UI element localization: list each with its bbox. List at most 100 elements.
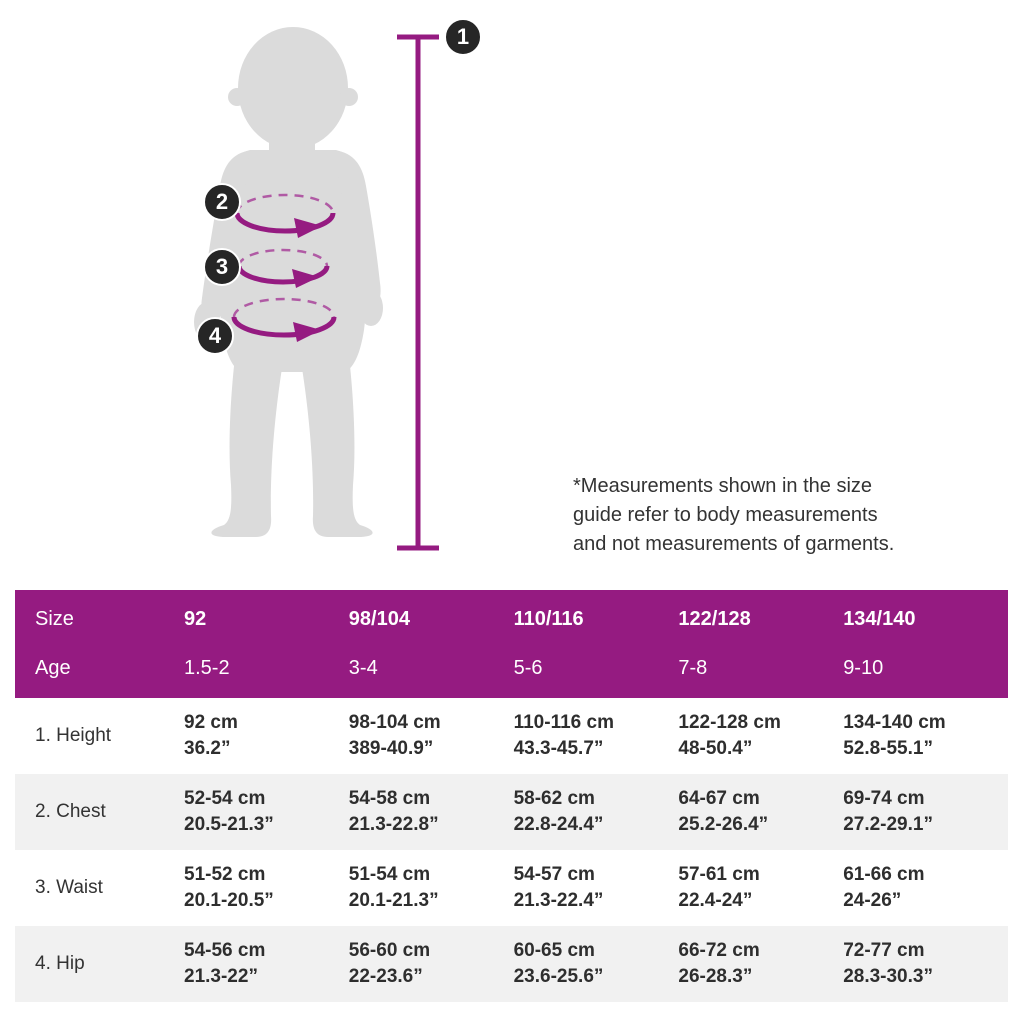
cell-cm-value: 69-74 cm	[843, 788, 925, 809]
table-cell: 110-116 cm 43.3-45.7”	[514, 710, 679, 762]
table-cell: 58-62 cm 22.8-24.4”	[514, 786, 679, 838]
cell-cm-value: 72-77 cm	[843, 940, 925, 961]
cell-in-value: 21.3-22.4”	[513, 890, 604, 911]
table-cell: 98-104 cm 389-40.9”	[349, 710, 514, 762]
table-row-waist: 3. Waist 51-52 cm 20.1-20.5” 51-54 cm 20…	[15, 850, 1008, 926]
cell-in-value: 24-26”	[843, 890, 902, 911]
cell-cm-value: 60-65 cm	[513, 940, 595, 961]
cell-cm-value: 58-62 cm	[513, 788, 595, 809]
row-label: 3. Waist	[35, 877, 103, 898]
cell-cm-value: 110-116 cm	[513, 712, 614, 733]
header-size-label: Size	[35, 608, 74, 630]
cell-cm-value: 54-57 cm	[513, 864, 595, 885]
cell-cm-value: 57-61 cm	[678, 864, 760, 885]
header-size-value: 134/140	[843, 608, 916, 630]
note-line: guide refer to body measurements	[573, 504, 878, 526]
header-age-label: Age	[35, 657, 71, 679]
cell-cm-value: 54-56 cm	[184, 940, 266, 961]
cell-in-value: 21.3-22”	[184, 966, 258, 987]
cell-cm-value: 52-54 cm	[184, 788, 266, 809]
waist-arrow-icon	[292, 269, 319, 288]
table-cell: 64-67 cm 25.2-26.4”	[678, 786, 843, 838]
table-cell: 51-54 cm 20.1-21.3”	[349, 862, 514, 914]
note-line: and not measurements of garments.	[573, 533, 895, 555]
measurement-note: *Measurements shown in the size guide re…	[573, 472, 963, 559]
table-cell: 92 cm 36.2”	[184, 710, 349, 762]
cell-in-value: 389-40.9”	[348, 738, 434, 759]
cell-in-value: 25.2-26.4”	[678, 814, 769, 835]
table-cell: 57-61 cm 22.4-24”	[678, 862, 843, 914]
note-line: *Measurements shown in the size	[573, 475, 873, 497]
table-cell: 52-54 cm 20.5-21.3”	[184, 786, 349, 838]
hip-arrow-icon	[293, 322, 321, 342]
cell-cm-value: 92 cm	[184, 712, 238, 733]
cell-in-value: 48-50.4”	[678, 738, 753, 759]
cell-in-value: 43.3-45.7”	[513, 738, 604, 759]
cell-cm-value: 98-104 cm	[348, 712, 441, 733]
header-size-value: 98/104	[348, 608, 410, 630]
cell-in-value: 23.6-25.6”	[513, 966, 604, 987]
table-row-hip: 4. Hip 54-56 cm 21.3-22” 56-60 cm 22-23.…	[15, 926, 1008, 1002]
marker-badge-chest: 2	[203, 183, 241, 221]
cell-cm-value: 66-72 cm	[678, 940, 760, 961]
table-cell: 54-56 cm 21.3-22”	[184, 938, 349, 990]
cell-in-value: 20.5-21.3”	[184, 814, 274, 835]
header-age-value: 1.5-2	[184, 657, 230, 679]
header-size-value: 122/128	[678, 608, 751, 630]
header-age-value: 7-8	[678, 657, 708, 679]
cell-cm-value: 54-58 cm	[348, 788, 431, 809]
chest-measure-ellipse	[234, 193, 336, 238]
cell-in-value: 22.4-24”	[678, 890, 753, 911]
size-table-header: Size 92 98/104 110/116 122/128 134/140 A…	[15, 590, 1008, 698]
cell-in-value: 26-28.3”	[678, 966, 753, 987]
table-cell: 66-72 cm 26-28.3”	[678, 938, 843, 990]
cell-in-value: 27.2-29.1”	[843, 814, 933, 835]
table-cell: 72-77 cm 28.3-30.3”	[843, 938, 1008, 990]
header-age-value: 9-10	[843, 657, 884, 679]
size-table-body: 1. Height 92 cm 36.2” 98-104 cm 389-40.9…	[15, 698, 1008, 1002]
row-label: 4. Hip	[35, 953, 85, 974]
table-cell: 54-58 cm 21.3-22.8”	[349, 786, 514, 838]
marker-badge-hip: 4	[196, 317, 234, 355]
table-cell: 122-128 cm 48-50.4”	[678, 710, 843, 762]
row-label: 2. Chest	[35, 801, 106, 822]
header-age-row: Age 1.5-2 3-4 5-6 7-8 9-10	[15, 657, 1008, 680]
table-cell: 56-60 cm 22-23.6”	[349, 938, 514, 990]
chest-arrow-icon	[294, 218, 322, 238]
cell-cm-value: 56-60 cm	[348, 940, 431, 961]
cell-in-value: 52.8-55.1”	[843, 738, 933, 759]
table-cell: 61-66 cm 24-26”	[843, 862, 1008, 914]
header-size-value: 110/116	[513, 608, 584, 630]
cell-in-value: 20.1-21.3”	[348, 890, 439, 911]
table-cell: 69-74 cm 27.2-29.1”	[843, 786, 1008, 838]
cell-cm-value: 64-67 cm	[678, 788, 760, 809]
cell-in-value: 22.8-24.4”	[513, 814, 604, 835]
height-measure-line	[397, 34, 439, 551]
size-table: Size 92 98/104 110/116 122/128 134/140 A…	[15, 590, 1008, 1002]
hip-measure-ellipse	[231, 297, 337, 342]
cell-cm-value: 134-140 cm	[843, 712, 946, 733]
cell-cm-value: 61-66 cm	[843, 864, 925, 885]
header-age-value: 3-4	[348, 657, 378, 679]
header-size-value: 92	[184, 608, 207, 630]
table-row-chest: 2. Chest 52-54 cm 20.5-21.3” 54-58 cm 21…	[15, 774, 1008, 850]
table-row-height: 1. Height 92 cm 36.2” 98-104 cm 389-40.9…	[15, 698, 1008, 774]
header-age-value: 5-6	[513, 657, 543, 679]
cell-in-value: 28.3-30.3”	[843, 966, 933, 987]
header-size-row: Size 92 98/104 110/116 122/128 134/140	[15, 608, 1008, 631]
cell-in-value: 20.1-20.5”	[184, 890, 274, 911]
table-cell: 60-65 cm 23.6-25.6”	[514, 938, 679, 990]
cell-in-value: 21.3-22.8”	[348, 814, 439, 835]
table-cell: 54-57 cm 21.3-22.4”	[514, 862, 679, 914]
marker-badge-height: 1	[444, 18, 482, 56]
cell-in-value: 22-23.6”	[348, 966, 423, 987]
table-cell: 134-140 cm 52.8-55.1”	[843, 710, 1008, 762]
waist-measure-ellipse	[236, 248, 330, 288]
table-cell: 51-52 cm 20.1-20.5”	[184, 862, 349, 914]
row-label: 1. Height	[35, 725, 112, 746]
marker-badge-waist: 3	[203, 248, 241, 286]
cell-in-value: 36.2”	[184, 738, 231, 759]
cell-cm-value: 51-54 cm	[348, 864, 431, 885]
cell-cm-value: 122-128 cm	[678, 712, 781, 733]
